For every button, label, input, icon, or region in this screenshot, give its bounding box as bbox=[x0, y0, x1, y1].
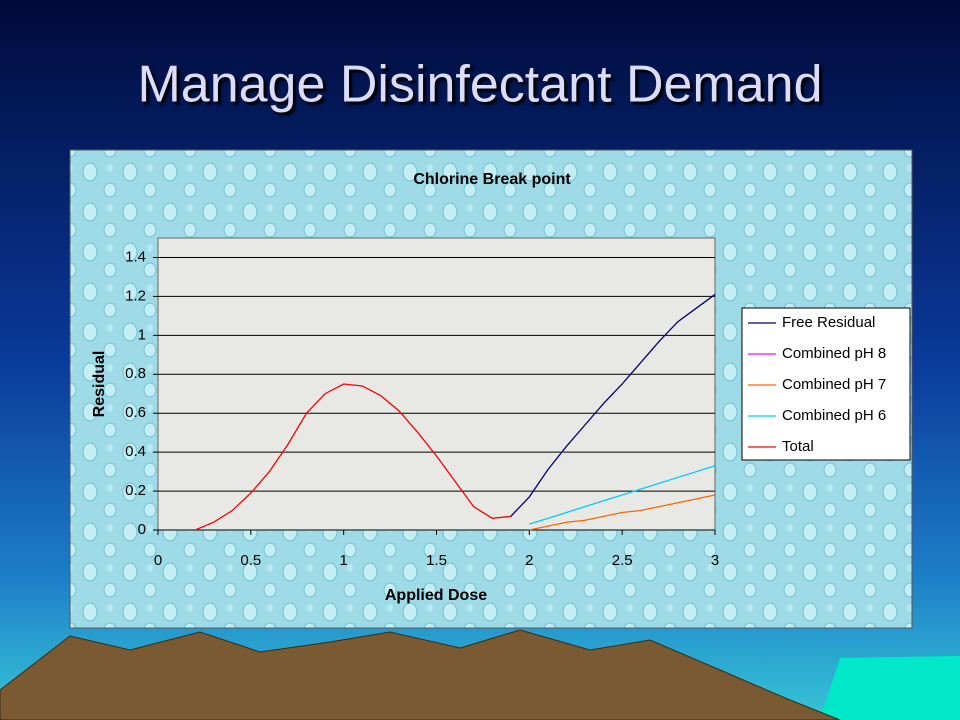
y-tick-label: 0.2 bbox=[125, 482, 146, 499]
series-line bbox=[194, 383, 511, 531]
slide-title: Manage Disinfectant Demand bbox=[137, 56, 822, 114]
y-tick-label: 1.4 bbox=[125, 248, 146, 265]
y-tick-label: 1 bbox=[138, 326, 146, 343]
x-tick-label: 2.5 bbox=[612, 552, 633, 569]
x-tick-label: 2 bbox=[525, 552, 533, 569]
legend-label: Combined pH 8 bbox=[782, 345, 886, 362]
y-tick-label: 0.8 bbox=[125, 365, 146, 382]
y-tick-label: 0.4 bbox=[125, 443, 146, 460]
series-line bbox=[510, 293, 716, 517]
y-axis-title: Residual bbox=[91, 351, 108, 418]
x-tick-label: 1 bbox=[339, 552, 347, 569]
y-tick-label: 1.2 bbox=[125, 287, 146, 304]
legend-label: Free Residual bbox=[782, 314, 875, 331]
legend bbox=[741, 307, 911, 461]
legend-label: Combined pH 6 bbox=[782, 407, 886, 424]
x-axis-title: Applied Dose bbox=[385, 587, 487, 604]
plot-area bbox=[157, 237, 716, 531]
series-line bbox=[529, 494, 716, 531]
x-tick-label: 0.5 bbox=[240, 552, 261, 569]
x-tick-label: 0 bbox=[154, 552, 162, 569]
chart-title: Chlorine Break point bbox=[413, 171, 571, 188]
series-line bbox=[529, 465, 716, 525]
legend-label: Total bbox=[782, 438, 814, 455]
water bbox=[820, 656, 960, 720]
mountains bbox=[0, 629, 841, 720]
x-tick-label: 3 bbox=[711, 552, 719, 569]
legend-label: Combined pH 7 bbox=[782, 376, 886, 393]
y-tick-label: 0 bbox=[138, 521, 146, 538]
y-tick-label: 0.6 bbox=[125, 404, 146, 421]
x-tick-label: 1.5 bbox=[426, 552, 447, 569]
